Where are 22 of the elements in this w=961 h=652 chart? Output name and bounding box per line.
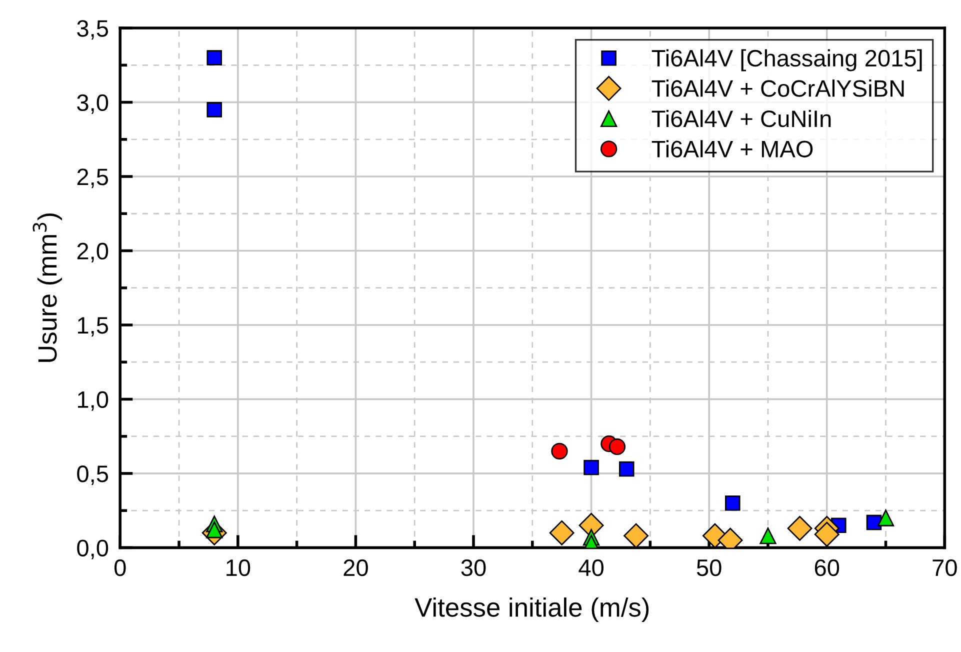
x-tick-label: 0 — [114, 559, 126, 576]
y-tick-label: 3,0 — [77, 94, 108, 114]
y-tick-label: 0,0 — [77, 540, 108, 560]
y-tick-label: 1,0 — [78, 391, 108, 411]
x-tick-label: 20 — [344, 559, 368, 576]
x-tick-label: 30 — [461, 559, 486, 576]
y-tick-label: 0,5 — [77, 466, 108, 486]
y-tick-label: 2,0 — [77, 242, 108, 262]
legend-label: Ti6Al4V [Chassaing 2015] — [652, 49, 922, 72]
y-tick-label: 2,5 — [77, 168, 108, 188]
x-tick-label: 10 — [226, 559, 250, 576]
x-tick-label: 40 — [578, 559, 604, 576]
legend-label: Ti6Al4V + CuNiIn — [652, 110, 831, 128]
y-axis-title: Usure (mm$^{3}$) — [32, 214, 62, 362]
legend-label: Ti6Al4V + CoCrAlYSiBN — [652, 80, 904, 97]
legend-label: Ti6Al4V + MAO — [652, 140, 813, 158]
x-tick-label: 50 — [696, 559, 722, 576]
x-axis-title: Vitesse initiale (m/s) — [414, 597, 649, 622]
x-tick-label: 60 — [814, 559, 840, 576]
y-tick-label: 3,5 — [77, 20, 108, 40]
y-tick-label: 1,5 — [78, 317, 108, 337]
x-tick-label: 70 — [932, 559, 957, 576]
